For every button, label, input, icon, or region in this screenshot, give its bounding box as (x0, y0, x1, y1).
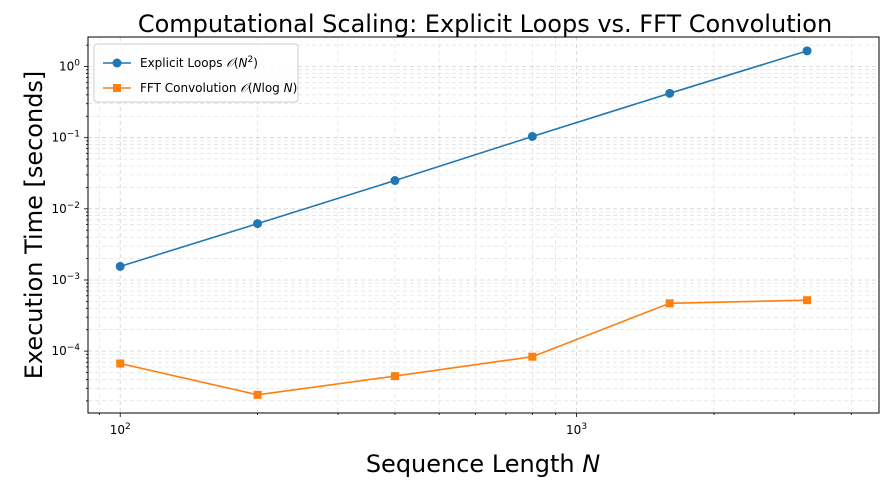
data-point-fft (528, 352, 537, 361)
y-axis-label: Execution Time [seconds] (20, 71, 48, 380)
legend-label-fft: FFT Convolution 𝒪(Nlog N) (140, 81, 297, 95)
chart-title: Computational Scaling: Explicit Loops vs… (138, 10, 832, 38)
data-point-explicit (390, 176, 400, 186)
x-tick-label: 102 (110, 422, 131, 437)
x-tick-label: 103 (566, 422, 587, 437)
series-line-explicit (119, 50, 808, 268)
legend: Explicit Loops 𝒪(N2) FFT Convolution 𝒪(N… (93, 43, 299, 103)
data-point-explicit (115, 261, 125, 271)
y-tick-label: 100 (59, 59, 80, 74)
data-point-explicit (802, 46, 812, 56)
y-tick-label: 10−4 (51, 343, 80, 358)
data-point-fft (253, 390, 262, 399)
ticks: 102 103 10−4 10−3 10−2 10−1 100 (51, 44, 852, 437)
grid (88, 37, 879, 413)
y-tick-label: 10−2 (51, 201, 80, 216)
legend-label-explicit: Explicit Loops 𝒪(N2) (140, 55, 258, 70)
y-tick-label: 10−1 (51, 130, 80, 145)
series-line-fft (120, 299, 808, 396)
data-point-fft (116, 359, 125, 368)
series-layer (115, 46, 812, 399)
x-axis-label: Sequence Length N (366, 450, 600, 478)
legend-marker-explicit (112, 58, 122, 68)
data-point-fft (803, 296, 812, 305)
data-point-fft (390, 372, 399, 381)
legend-marker-fft (113, 84, 121, 92)
data-point-explicit (253, 219, 263, 229)
legend-box (93, 43, 299, 103)
data-point-fft (665, 299, 674, 308)
y-tick-label: 10−3 (51, 272, 80, 287)
data-point-explicit (527, 131, 537, 141)
data-point-explicit (665, 88, 675, 98)
